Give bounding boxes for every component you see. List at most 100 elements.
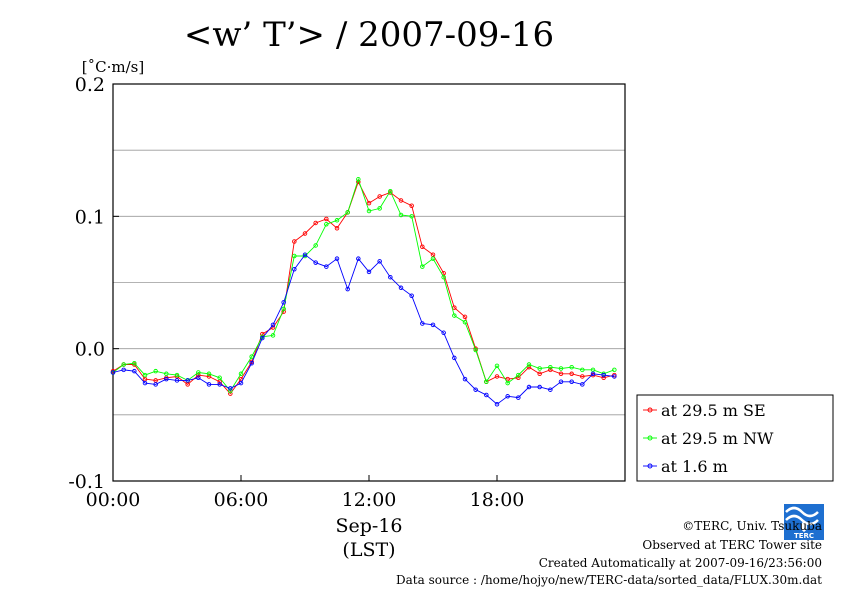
data-point (420, 321, 425, 326)
data-point (558, 366, 564, 371)
data-point (452, 355, 457, 361)
data-point (420, 244, 425, 250)
data-point (174, 378, 180, 383)
data-point (356, 177, 361, 182)
x-tick-label: 06:00 (214, 489, 269, 511)
y-axis-unit-label: [˚C·m/s] (82, 58, 144, 76)
data-point (377, 206, 382, 211)
legend-swatch-marker (647, 463, 653, 469)
data-point (462, 319, 468, 325)
data-point (420, 264, 425, 269)
data-point (153, 368, 158, 374)
data-point (164, 371, 169, 377)
data-point (548, 387, 553, 392)
data-point (270, 333, 276, 338)
data-point (473, 387, 478, 392)
chart-title: <w’ T’> / 2007-09-16 (184, 15, 554, 55)
data-point (537, 384, 542, 390)
series-line (112, 180, 615, 395)
data-point (366, 269, 372, 275)
data-point (537, 371, 542, 377)
data-point (228, 388, 233, 394)
x-axis-date-label: Sep-16 (335, 515, 402, 537)
data-point (324, 264, 329, 269)
y-axis: -0.1 0.0 0.1 0.2 (68, 74, 119, 493)
data-point (313, 243, 318, 248)
data-point (409, 293, 414, 298)
x-tick-label: 18:00 (470, 489, 525, 511)
data-point (228, 386, 233, 391)
data-point (206, 382, 212, 387)
legend-label: at 1.6 m (661, 457, 728, 476)
data-point (217, 382, 222, 387)
data-point (494, 363, 500, 369)
data-point (121, 362, 126, 367)
data-point (430, 256, 436, 261)
data-point (484, 379, 489, 385)
data-point (505, 394, 510, 399)
data-point (612, 374, 617, 379)
data-point (196, 375, 201, 381)
data-point (238, 371, 244, 377)
credit-site: Observed at TERC Tower site (642, 538, 822, 552)
data-point (526, 364, 532, 370)
data-point (196, 370, 201, 375)
data-point (292, 239, 297, 244)
y-tick-label: 0.0 (75, 339, 105, 361)
data-point (526, 362, 532, 367)
x-tick-label: 00:00 (86, 489, 141, 511)
data-point (462, 376, 468, 382)
data-point (174, 372, 180, 378)
data-point (345, 210, 350, 215)
data-point (558, 371, 564, 377)
data-point (366, 208, 372, 214)
data-point (281, 306, 286, 312)
y-tick-label: 0.1 (75, 206, 105, 228)
data-point (249, 354, 254, 359)
data-point (398, 198, 404, 203)
data-point (494, 374, 500, 379)
data-point (398, 285, 404, 291)
data-point (569, 364, 574, 370)
data-point (292, 267, 297, 272)
data-point (569, 371, 574, 377)
legend-box (636, 394, 834, 482)
logo-text: TERC (794, 532, 814, 540)
data-point (324, 222, 329, 227)
terc-logo: TERC (784, 504, 824, 540)
legend: at 29.5 m SE at 29.5 m NW at 1.6 m (636, 394, 834, 482)
data-point (302, 252, 308, 257)
data-point (441, 274, 446, 280)
data-point (612, 367, 617, 373)
data-point (249, 360, 254, 366)
data-point (334, 225, 340, 231)
data-point (462, 314, 468, 320)
data-point (441, 330, 446, 336)
data-point (292, 253, 297, 259)
data-point (302, 231, 308, 236)
data-point (132, 360, 137, 366)
data-point (548, 367, 553, 373)
data-point (366, 200, 372, 206)
data-point (580, 367, 585, 373)
legend-swatch-marker (647, 435, 653, 441)
data-point (516, 395, 521, 400)
data-point (164, 376, 169, 382)
data-point (548, 364, 553, 370)
data-point (558, 379, 564, 385)
x-axis-timezone-label: (LST) (342, 539, 395, 561)
series-3 (110, 252, 617, 407)
data-point (537, 366, 542, 371)
data-point (484, 392, 489, 398)
data-point (334, 256, 340, 261)
data-point (580, 374, 585, 379)
y-tick-label: 0.2 (75, 74, 105, 96)
data-point (260, 335, 265, 341)
logo-wave (785, 506, 819, 526)
data-point (228, 391, 233, 396)
data-point (110, 370, 116, 375)
data-point (196, 372, 201, 378)
series-1 (110, 179, 617, 396)
data-point (409, 203, 414, 208)
